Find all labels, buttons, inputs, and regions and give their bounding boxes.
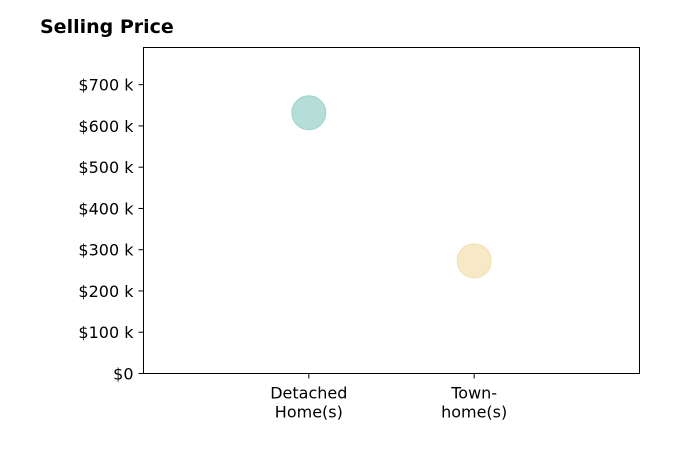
y-tick-label: $0 [113,365,133,384]
y-tick-label: $200 k [78,282,134,301]
y-tick-label: $700 k [78,76,134,95]
data-point [456,243,492,279]
chart-title: Selling Price [40,16,174,38]
y-tick-label: $100 k [78,323,134,342]
y-tick-label: $600 k [78,117,134,136]
x-tick-label: Detached Home(s) [270,384,347,422]
y-axis: $0 $100 k $200 k $300 k $400 k $500 k $600 k $7… [78,76,144,384]
x-tick-label: Town-home(s) [441,384,507,422]
plot-frame [143,47,640,374]
y-tick-label: $500 k [78,158,134,177]
y-tick-label: $400 k [78,199,134,218]
data-points [291,95,492,279]
x-axis: Detached Home(s) Town-home(s) [270,373,507,422]
data-point [291,95,327,131]
y-tick-label: $300 k [78,241,134,260]
